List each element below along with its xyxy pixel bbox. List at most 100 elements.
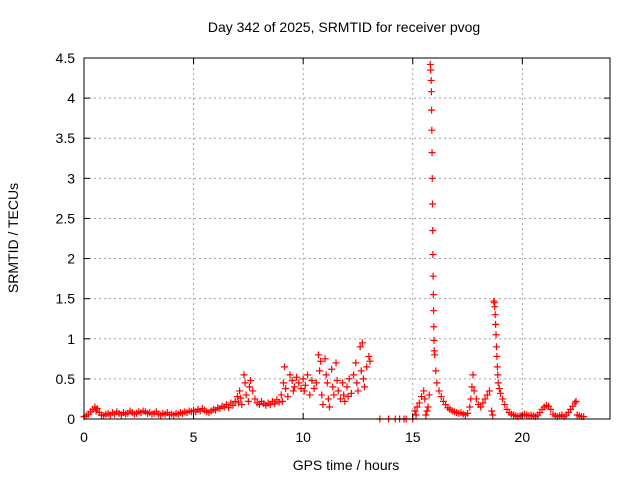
data-point [429,251,437,259]
data-point [343,383,351,391]
data-point [479,399,487,407]
data-point [319,401,327,409]
x-tick-label: 15 [405,429,421,445]
data-point [428,126,436,134]
y-tick-label: 4 [67,90,75,106]
data-point [491,311,499,319]
data-point [289,387,297,395]
data-point [413,403,421,411]
data-point [361,383,369,391]
data-point [412,411,420,419]
data-point [308,376,316,384]
data-point [494,371,502,379]
data-point [324,395,332,403]
y-tick-label: 2 [67,251,75,267]
data-point [277,391,285,399]
grid [84,58,610,419]
data-point [501,401,509,409]
data-point [245,383,253,391]
data-point [472,395,480,403]
y-tick-label: 1.5 [56,291,76,307]
data-point [339,379,347,387]
data-point [290,383,298,391]
data-point [499,395,507,403]
data-point [237,394,245,402]
data-point [334,387,342,395]
data-point [468,383,476,391]
data-point [464,409,472,417]
data-point [354,387,362,395]
data-point [341,397,349,405]
data-point [466,403,474,411]
data-point [483,391,491,399]
data-point [425,391,433,399]
data-point [428,200,436,208]
data-point [493,363,501,371]
data-point [352,359,360,367]
data-point [420,387,428,395]
data-point [318,391,326,399]
data-point [492,331,500,339]
plot-frame [83,57,611,420]
data-point [429,272,437,280]
data-point [301,381,309,389]
data-point [251,395,259,403]
data-point [422,411,430,419]
data-point [279,379,287,387]
data-point [485,387,493,395]
y-tick-label: 0 [67,411,75,427]
data-point [356,343,364,351]
data-point [315,351,323,359]
data-point [312,379,320,387]
data-point [359,375,367,383]
data-point [328,365,336,373]
data-point [488,407,496,415]
data-point [238,401,246,409]
data-point [330,391,338,399]
data-point [431,351,439,359]
data-point [489,411,497,419]
data-point [469,371,477,379]
data-point [428,149,436,157]
data-point [321,355,329,363]
data-point [344,393,352,401]
data-point [491,303,499,311]
chart-title: Day 342 of 2025, SRMTID for receiver pvo… [208,19,480,35]
data-points [80,60,588,423]
data-point [306,391,314,399]
data-point [494,379,502,387]
data-point [310,385,318,393]
data-point [547,405,555,413]
data-point [429,226,437,234]
data-point [350,371,358,379]
data-point [492,343,500,351]
data-point [363,363,371,371]
data-point [288,376,296,384]
data-point [340,391,348,399]
data-point [282,385,290,393]
data-point [316,367,324,375]
data-point [249,387,257,395]
data-point [429,291,437,299]
data-point [421,395,429,403]
data-point [430,307,438,315]
y-tick-label: 1 [67,331,75,347]
axis-ticks: 0 5 10 15 20 0 0.5 1 1.5 2 2.5 3 3.5 4 4.5 [56,50,610,445]
data-point [271,400,279,408]
data-point [430,323,438,331]
data-point [231,397,239,405]
data-point [432,367,440,375]
data-point [329,383,337,391]
data-point [284,393,292,401]
x-axis-label: GPS time / hours [293,457,400,473]
data-point [492,320,500,328]
data-point [493,352,501,360]
data-point [323,379,331,387]
x-tick-label: 20 [515,429,531,445]
data-point [430,336,438,344]
data-point [435,387,443,395]
y-tick-label: 3 [67,170,75,186]
data-point [427,76,435,84]
y-tick-label: 0.5 [56,371,76,387]
